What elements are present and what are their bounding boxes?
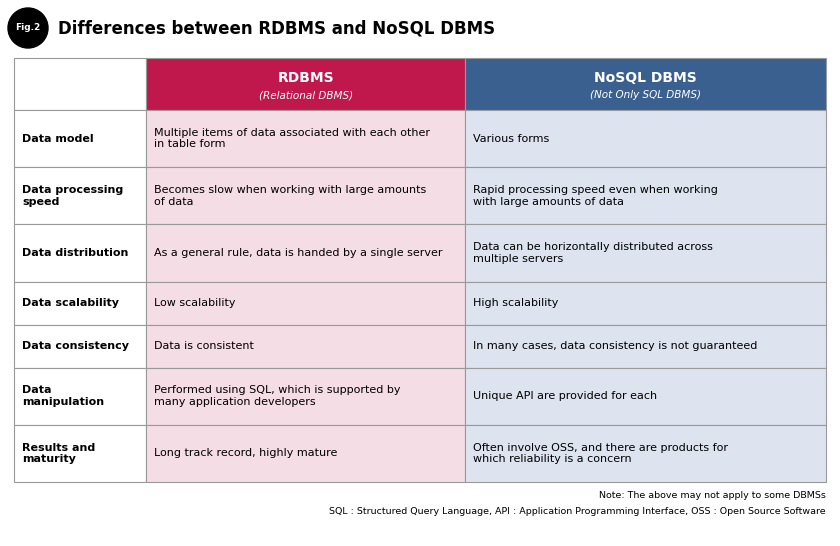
Text: Often involve OSS, and there are products for
which reliability is a concern: Often involve OSS, and there are product…	[474, 443, 728, 464]
Bar	[14, 325, 146, 367]
Bar	[465, 282, 826, 325]
Bar	[465, 224, 826, 282]
Text: Various forms: Various forms	[474, 134, 549, 144]
Bar	[465, 367, 826, 425]
Bar	[146, 425, 465, 482]
Text: Data can be horizontally distributed across
multiple servers: Data can be horizontally distributed acr…	[474, 242, 713, 264]
Bar	[146, 110, 465, 167]
Text: Long track record, highly mature: Long track record, highly mature	[155, 448, 338, 459]
Text: Note: The above may not apply to some DBMSs: Note: The above may not apply to some DB…	[599, 491, 826, 501]
Text: Multiple items of data associated with each other
in table form: Multiple items of data associated with e…	[155, 128, 430, 150]
Text: (Not Only SQL DBMS): (Not Only SQL DBMS)	[591, 91, 701, 100]
Bar	[14, 425, 146, 482]
Text: As a general rule, data is handed by a single server: As a general rule, data is handed by a s…	[155, 248, 443, 258]
Text: Rapid processing speed even when working
with large amounts of data: Rapid processing speed even when working…	[474, 185, 718, 206]
Text: Data distribution: Data distribution	[22, 248, 129, 258]
Text: In many cases, data consistency is not guaranteed: In many cases, data consistency is not g…	[474, 341, 758, 351]
Text: Data consistency: Data consistency	[22, 341, 129, 351]
Text: RDBMS: RDBMS	[277, 71, 334, 85]
Bar	[14, 110, 146, 167]
Text: Differences between RDBMS and NoSQL DBMS: Differences between RDBMS and NoSQL DBMS	[58, 20, 495, 38]
Circle shape	[8, 8, 48, 48]
Text: Low scalability: Low scalability	[155, 298, 236, 308]
Bar	[465, 325, 826, 367]
Text: Becomes slow when working with large amounts
of data: Becomes slow when working with large amo…	[155, 185, 427, 206]
Bar	[465, 58, 826, 110]
Text: Unique API are provided for each: Unique API are provided for each	[474, 391, 658, 401]
Text: Data scalability: Data scalability	[22, 298, 119, 308]
Text: SQL : Structured Query Language, API : Application Programming Interface, OSS : : SQL : Structured Query Language, API : A…	[329, 507, 826, 517]
Bar	[14, 367, 146, 425]
Text: Performed using SQL, which is supported by
many application developers: Performed using SQL, which is supported …	[155, 385, 401, 407]
Text: Data is consistent: Data is consistent	[155, 341, 255, 351]
Text: Fig.2: Fig.2	[15, 23, 40, 33]
Bar	[14, 167, 146, 224]
Bar	[465, 425, 826, 482]
Text: Data processing
speed: Data processing speed	[22, 185, 123, 206]
Text: Data model: Data model	[22, 134, 93, 144]
Bar	[14, 282, 146, 325]
Bar	[146, 325, 465, 367]
Bar	[146, 367, 465, 425]
Bar	[14, 58, 146, 110]
Bar	[146, 282, 465, 325]
Text: High scalability: High scalability	[474, 298, 559, 308]
Bar	[465, 167, 826, 224]
Text: Results and
maturity: Results and maturity	[22, 443, 95, 464]
Text: NoSQL DBMS: NoSQL DBMS	[595, 71, 697, 85]
Bar	[465, 110, 826, 167]
Text: Data
manipulation: Data manipulation	[22, 385, 104, 407]
Bar	[146, 58, 465, 110]
Bar	[14, 224, 146, 282]
Bar	[146, 167, 465, 224]
Bar	[146, 224, 465, 282]
Text: (Relational DBMS): (Relational DBMS)	[259, 91, 353, 100]
